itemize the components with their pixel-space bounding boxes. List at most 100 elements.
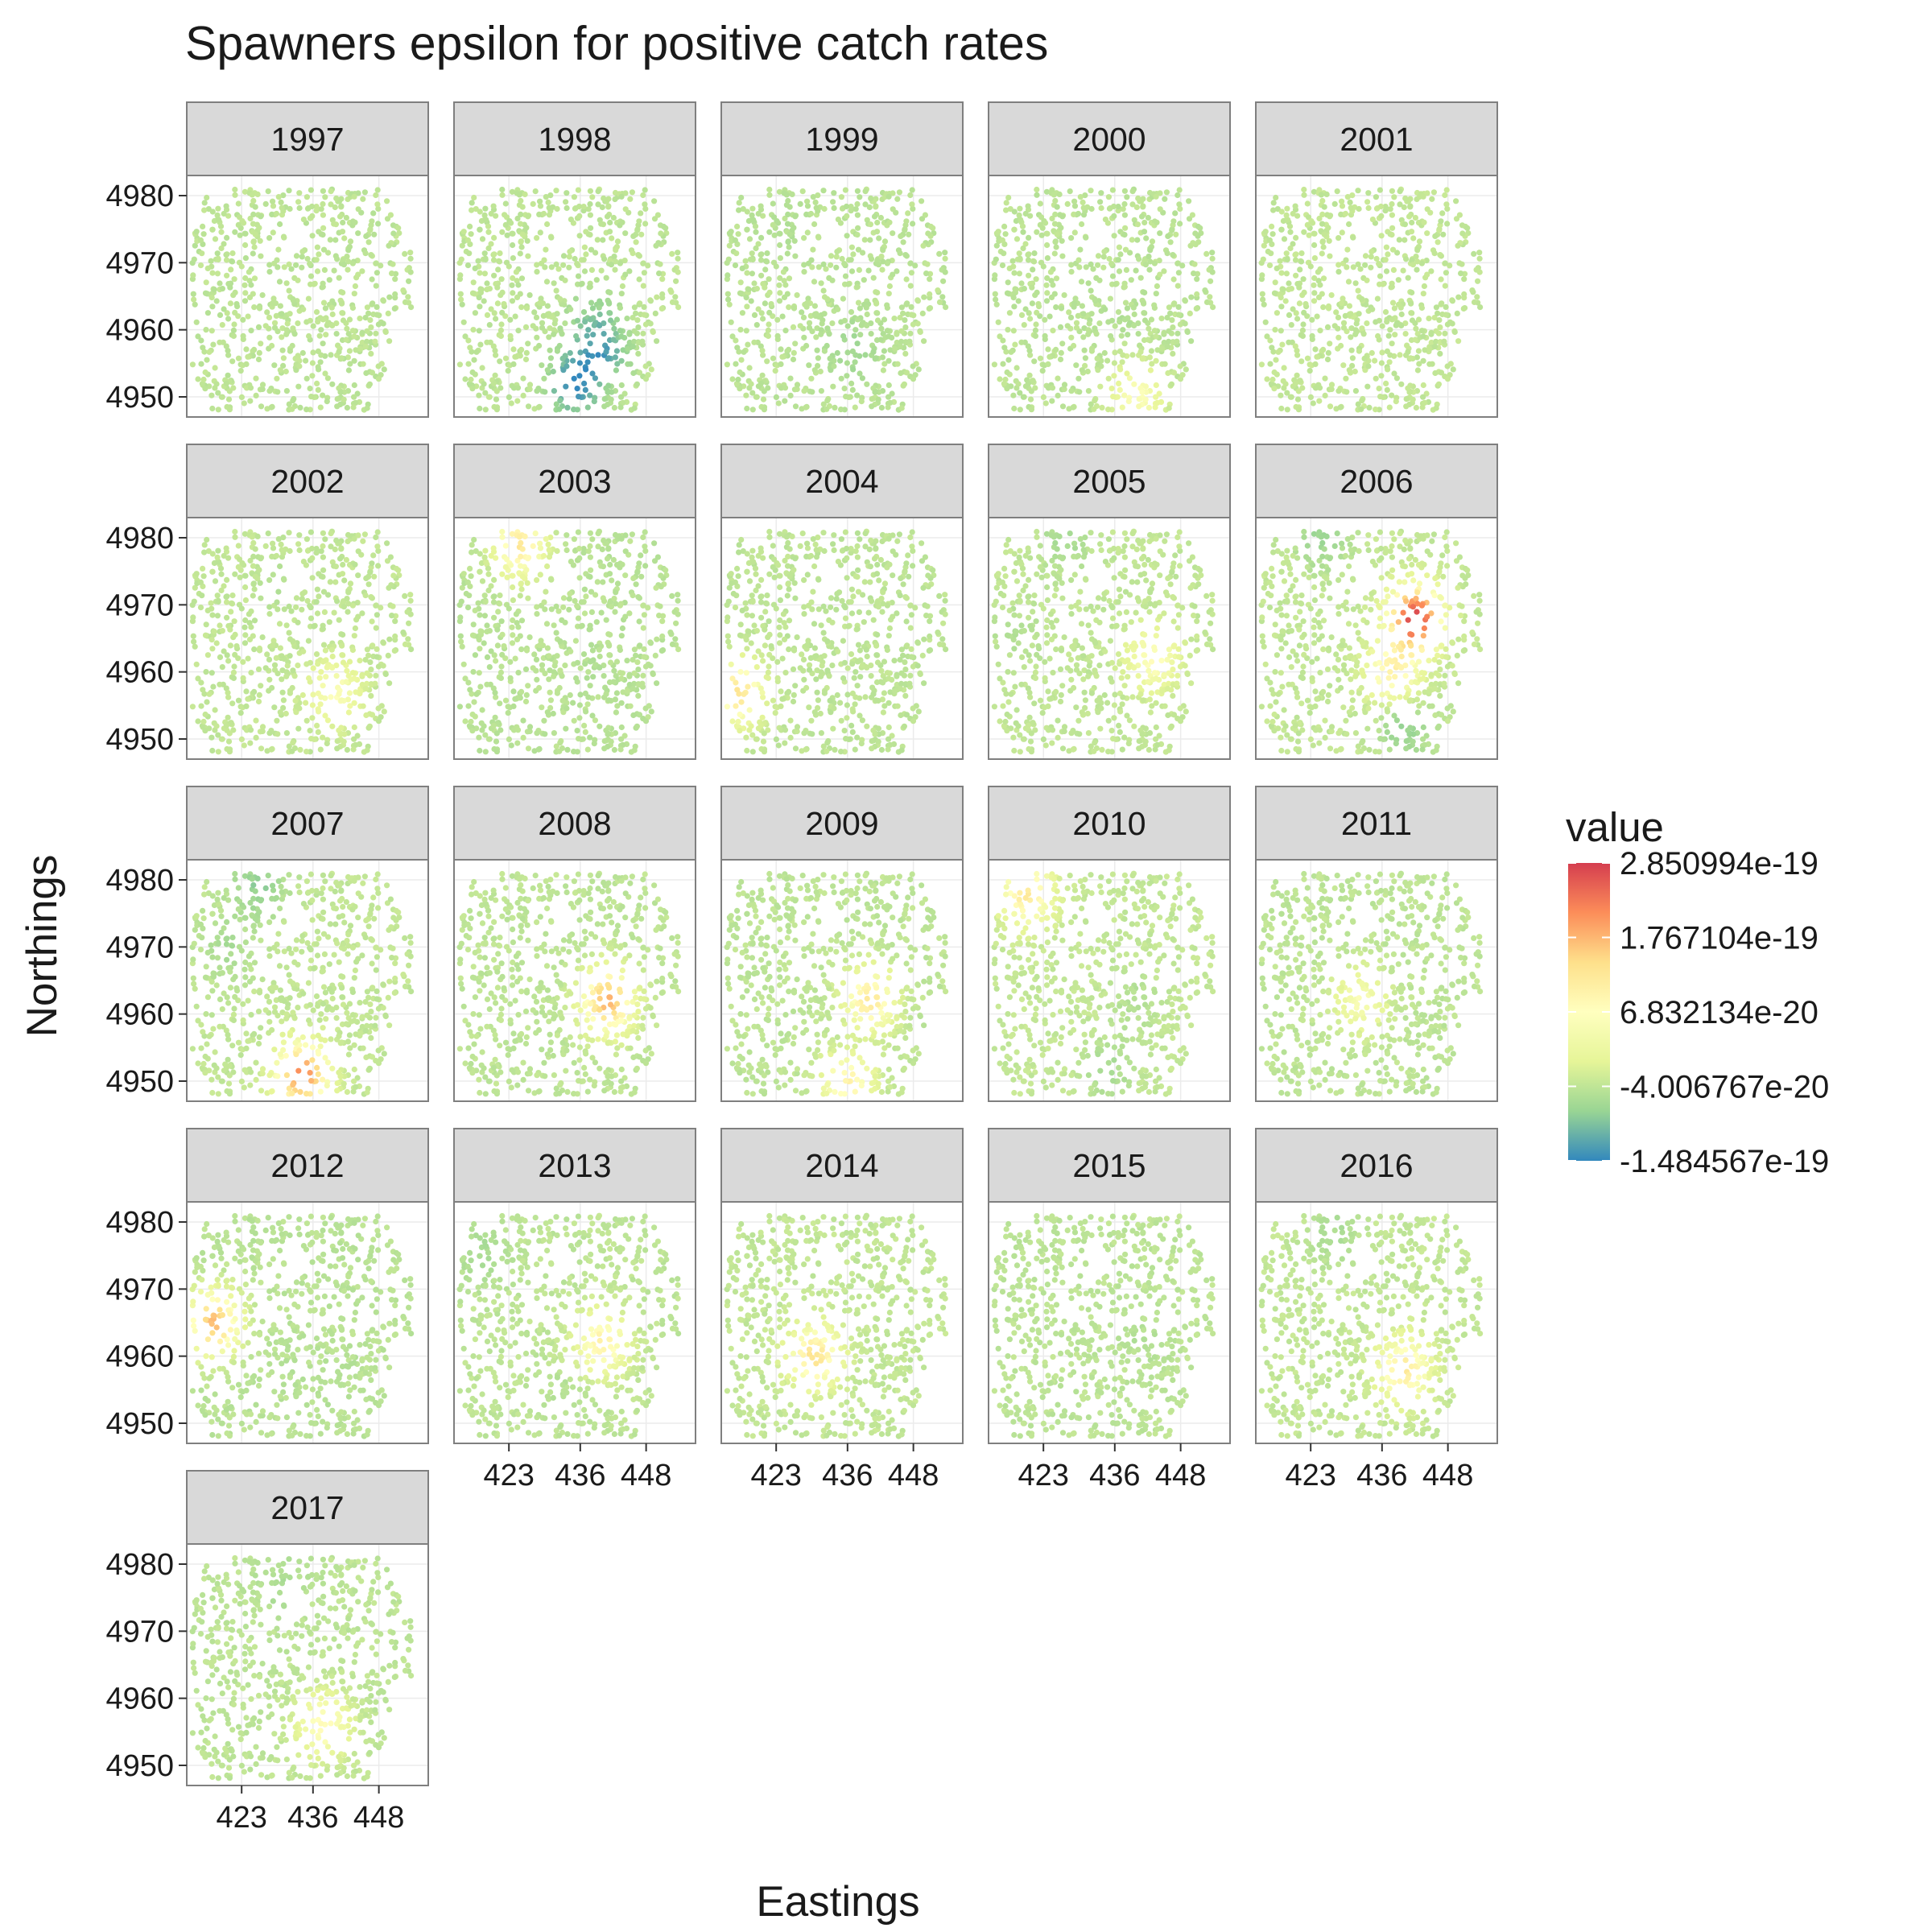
data-point (1001, 223, 1008, 229)
data-point (1327, 341, 1333, 347)
data-point (620, 399, 626, 406)
data-point (567, 591, 573, 597)
data-point (351, 736, 357, 742)
data-point (1080, 199, 1086, 205)
data-point (1094, 355, 1100, 361)
data-point (638, 231, 645, 237)
data-point (224, 234, 230, 241)
data-point (997, 376, 1003, 382)
data-point (1003, 200, 1009, 206)
data-point (554, 547, 560, 555)
data-point (1348, 347, 1355, 353)
data-point (792, 341, 799, 347)
data-point (618, 382, 625, 389)
data-point (215, 547, 221, 554)
data-point (1271, 386, 1278, 392)
data-point (231, 321, 237, 328)
data-point (277, 563, 283, 570)
data-point (1026, 347, 1033, 354)
data-point (485, 229, 492, 235)
data-point (520, 734, 526, 741)
data-point (509, 188, 516, 195)
data-point (536, 342, 543, 349)
data-point (576, 213, 583, 219)
data-point (1165, 233, 1171, 239)
data-point (292, 355, 299, 361)
data-point (347, 580, 354, 587)
data-point (1133, 204, 1140, 211)
data-point (618, 394, 625, 400)
data-point (595, 694, 601, 700)
data-point (209, 551, 216, 557)
data-point (229, 592, 236, 599)
data-point (1278, 392, 1284, 398)
data-point (250, 250, 256, 257)
data-point (1043, 298, 1051, 304)
data-point (518, 244, 525, 250)
data-point (226, 749, 233, 755)
data-point (258, 683, 264, 689)
data-point (224, 576, 230, 584)
data-point (303, 700, 309, 706)
data-point (1418, 328, 1426, 334)
data-point (209, 270, 216, 276)
data-point (299, 264, 305, 270)
data-point (1286, 280, 1292, 287)
data-point (1154, 219, 1160, 225)
data-point (209, 226, 216, 233)
data-point (797, 200, 803, 207)
data-point (651, 540, 658, 547)
data-point (499, 534, 506, 540)
data-point (557, 638, 564, 645)
facet-panel-2001: 2001 (1255, 101, 1498, 418)
data-point (636, 712, 643, 718)
data-point (345, 354, 351, 361)
data-point (1046, 313, 1053, 320)
data-point (374, 646, 380, 653)
data-point (1134, 221, 1141, 228)
data-point (373, 602, 379, 609)
data-point (290, 667, 296, 674)
data-point (874, 289, 881, 296)
facet-panel-2003: 2003 (453, 444, 696, 760)
data-point (281, 576, 287, 583)
data-point (1314, 313, 1320, 320)
data-point (265, 530, 271, 537)
data-point (1435, 310, 1441, 316)
data-point (758, 257, 765, 263)
data-point (477, 683, 484, 690)
data-point (1287, 245, 1294, 252)
data-point (571, 749, 577, 755)
data-point (208, 670, 215, 676)
data-point (320, 588, 328, 595)
data-point (1296, 300, 1302, 307)
data-point (1030, 266, 1036, 273)
data-point (855, 225, 861, 231)
data-point (320, 642, 328, 648)
data-point (591, 398, 597, 405)
data-point (631, 304, 638, 311)
data-point (345, 709, 352, 716)
data-point (1175, 303, 1182, 310)
data-point (824, 406, 830, 412)
data-point (870, 349, 877, 355)
data-point (329, 653, 336, 660)
data-point (204, 194, 210, 201)
data-point (479, 578, 486, 584)
data-point (627, 361, 634, 367)
data-point (824, 325, 831, 332)
data-point (510, 242, 516, 249)
data-point (1042, 316, 1048, 323)
data-point (675, 611, 681, 617)
data-point (749, 256, 756, 263)
data-point (641, 303, 647, 310)
data-point (830, 199, 836, 205)
data-point (791, 237, 798, 244)
data-point (583, 593, 589, 600)
data-point (193, 571, 200, 577)
data-point (587, 530, 594, 536)
data-point (1377, 394, 1384, 400)
data-point (779, 313, 786, 320)
data-point (1379, 349, 1385, 356)
data-point (755, 210, 762, 217)
